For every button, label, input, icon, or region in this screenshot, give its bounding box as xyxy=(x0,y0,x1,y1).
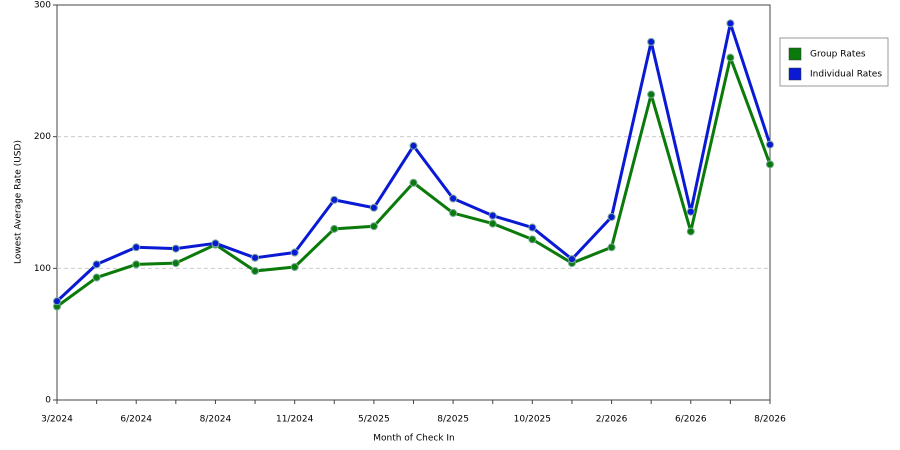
y-axis-label: Lowest Average Rate (USD) xyxy=(14,140,24,264)
data-point xyxy=(488,219,497,228)
data-point xyxy=(171,259,180,268)
x-axis-label: Month of Check In xyxy=(373,434,455,444)
data-point xyxy=(330,195,339,204)
data-point xyxy=(53,297,61,306)
plot-frame xyxy=(56,4,771,401)
x-tick-label: 3/2024 xyxy=(41,415,73,425)
data-point xyxy=(369,203,378,212)
data-point xyxy=(766,160,774,169)
data-point xyxy=(528,235,537,244)
data-point xyxy=(528,223,537,232)
x-tick-label: 2/2026 xyxy=(596,415,628,425)
y-tick-label: 0 xyxy=(45,396,51,406)
data-point xyxy=(369,222,378,231)
data-point xyxy=(132,243,141,252)
y-tick-label: 100 xyxy=(34,264,51,274)
data-point xyxy=(766,140,774,149)
data-point xyxy=(409,141,418,150)
x-tick-label: 8/2024 xyxy=(200,415,232,425)
x-tick-label: 6/2026 xyxy=(675,415,707,425)
data-point xyxy=(607,212,616,221)
data-point xyxy=(686,227,695,236)
data-point xyxy=(726,19,735,28)
x-tick-label: 5/2025 xyxy=(358,415,390,425)
data-point xyxy=(251,253,260,262)
legend-swatch xyxy=(788,47,802,61)
legend-label: Group Rates xyxy=(810,50,866,60)
data-point xyxy=(686,207,695,216)
y-tick-label: 300 xyxy=(34,1,51,11)
data-point xyxy=(726,53,735,62)
data-point xyxy=(211,239,220,248)
y-tick-label: 200 xyxy=(34,132,51,142)
data-point xyxy=(647,90,656,99)
data-point xyxy=(251,266,260,275)
data-point xyxy=(567,255,576,264)
data-point xyxy=(290,248,299,257)
x-tick-label: 11/2024 xyxy=(276,415,314,425)
x-tick-label: 10/2025 xyxy=(514,415,551,425)
data-point xyxy=(290,263,299,272)
legend-label: Individual Rates xyxy=(810,70,882,80)
series-line xyxy=(55,21,772,303)
data-point xyxy=(330,224,339,233)
x-tick-label: 8/2025 xyxy=(437,415,469,425)
data-point xyxy=(92,273,101,282)
data-point xyxy=(171,244,180,253)
legend-swatch xyxy=(788,67,802,81)
x-tick-label: 8/2026 xyxy=(754,415,786,425)
data-point xyxy=(488,211,497,220)
x-tick-label: 6/2024 xyxy=(120,415,152,425)
data-point xyxy=(449,209,458,218)
data-point xyxy=(409,178,418,187)
data-point xyxy=(132,260,141,269)
data-point xyxy=(607,243,616,252)
data-point xyxy=(92,260,101,269)
data-point xyxy=(647,37,656,46)
data-point xyxy=(449,194,458,203)
